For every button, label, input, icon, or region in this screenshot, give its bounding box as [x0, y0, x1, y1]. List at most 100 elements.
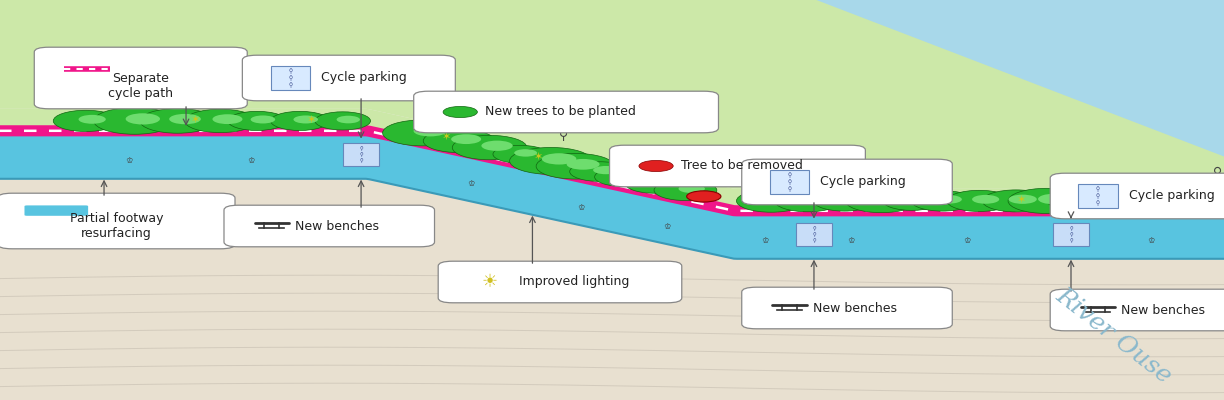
Circle shape: [883, 192, 941, 210]
Text: ♔: ♔: [1147, 236, 1154, 246]
Text: ✶: ✶: [931, 195, 941, 205]
FancyBboxPatch shape: [770, 170, 809, 194]
FancyBboxPatch shape: [1050, 289, 1224, 331]
Text: River Ouse: River Ouse: [1051, 284, 1176, 388]
Text: ☀: ☀: [481, 273, 498, 291]
Circle shape: [846, 189, 917, 213]
Text: Cycle parking: Cycle parking: [1129, 190, 1214, 202]
Polygon shape: [0, 133, 1224, 259]
Text: ♔: ♔: [125, 156, 132, 166]
Circle shape: [911, 191, 974, 211]
Text: Tree to be removed: Tree to be removed: [681, 160, 803, 172]
Text: ✶: ✶: [307, 115, 317, 125]
FancyBboxPatch shape: [1053, 223, 1089, 246]
Text: New trees to be planted: New trees to be planted: [485, 106, 635, 118]
FancyBboxPatch shape: [271, 66, 310, 90]
Circle shape: [452, 134, 481, 144]
Circle shape: [414, 126, 447, 136]
Text: ⚲: ⚲: [319, 86, 329, 99]
FancyBboxPatch shape: [34, 47, 247, 109]
Circle shape: [228, 111, 286, 130]
Text: New benches: New benches: [295, 220, 379, 232]
Text: ⚲: ⚲: [1095, 186, 1100, 192]
FancyBboxPatch shape: [438, 261, 682, 303]
Text: ⚲: ⚲: [1095, 193, 1100, 199]
Polygon shape: [796, 0, 1224, 180]
Text: ♔: ♔: [847, 236, 854, 246]
Circle shape: [78, 115, 105, 124]
Circle shape: [625, 174, 684, 193]
Text: ♔: ♔: [761, 236, 769, 246]
FancyBboxPatch shape: [24, 206, 88, 216]
Circle shape: [1038, 194, 1070, 204]
Circle shape: [678, 184, 705, 193]
Circle shape: [1048, 191, 1106, 211]
Circle shape: [337, 116, 360, 123]
Text: ✶: ✶: [1017, 195, 1027, 205]
Text: ⚲: ⚲: [173, 86, 182, 99]
Circle shape: [983, 190, 1049, 212]
Circle shape: [569, 162, 630, 181]
Polygon shape: [0, 179, 1224, 400]
Text: ⚲: ⚲: [813, 232, 815, 237]
Circle shape: [737, 190, 805, 212]
Text: Separate
cycle path: Separate cycle path: [108, 72, 174, 100]
Circle shape: [126, 113, 160, 124]
Text: ♔: ♔: [468, 179, 475, 188]
Text: ⚲: ⚲: [813, 226, 815, 231]
Circle shape: [251, 116, 275, 124]
Circle shape: [837, 195, 864, 204]
Text: ♔: ♔: [247, 156, 255, 166]
Circle shape: [315, 112, 371, 130]
Text: ⚲: ⚲: [1070, 226, 1072, 231]
Text: ⚲: ⚲: [1095, 200, 1100, 206]
FancyBboxPatch shape: [224, 205, 435, 247]
Text: Improved lighting: Improved lighting: [519, 276, 629, 288]
Text: ⚲: ⚲: [360, 146, 362, 151]
Circle shape: [1009, 188, 1084, 214]
Text: ⚲: ⚲: [360, 158, 362, 163]
FancyBboxPatch shape: [742, 287, 952, 329]
Text: ✶: ✶: [442, 132, 452, 142]
Text: ♔: ♔: [963, 236, 971, 246]
Circle shape: [140, 108, 215, 133]
Text: ✶: ✶: [840, 195, 849, 205]
Text: ⚲: ⚲: [360, 152, 362, 157]
Circle shape: [972, 195, 999, 204]
Circle shape: [514, 149, 537, 157]
Circle shape: [1071, 195, 1095, 204]
Text: ✶: ✶: [1170, 195, 1180, 205]
Text: Cycle parking: Cycle parking: [820, 176, 906, 188]
Circle shape: [639, 160, 673, 172]
Circle shape: [1080, 190, 1148, 212]
Circle shape: [453, 135, 526, 160]
Circle shape: [595, 167, 654, 186]
Text: ♔: ♔: [663, 222, 671, 231]
Circle shape: [764, 194, 793, 204]
Circle shape: [567, 159, 600, 170]
Circle shape: [271, 111, 329, 130]
Circle shape: [594, 166, 618, 174]
Text: ⚲: ⚲: [787, 186, 792, 192]
Circle shape: [294, 116, 318, 124]
Circle shape: [649, 178, 673, 186]
Circle shape: [775, 190, 841, 212]
Text: ⚲: ⚲: [558, 129, 568, 142]
FancyBboxPatch shape: [796, 223, 832, 246]
Text: ⚲: ⚲: [787, 172, 792, 178]
Text: ✶: ✶: [625, 172, 635, 182]
Circle shape: [874, 194, 903, 204]
Text: ⚲: ⚲: [1070, 232, 1072, 237]
Text: ⚲: ⚲: [876, 166, 886, 179]
FancyBboxPatch shape: [1078, 184, 1118, 208]
Polygon shape: [0, 0, 1224, 189]
Text: ✶: ✶: [534, 152, 543, 162]
Circle shape: [687, 191, 721, 202]
Circle shape: [424, 129, 494, 152]
Circle shape: [814, 191, 875, 211]
Text: ⚲: ⚲: [1213, 166, 1223, 179]
Circle shape: [509, 148, 592, 174]
Text: ⚲: ⚲: [288, 68, 293, 74]
Circle shape: [213, 114, 242, 124]
Circle shape: [169, 114, 201, 124]
